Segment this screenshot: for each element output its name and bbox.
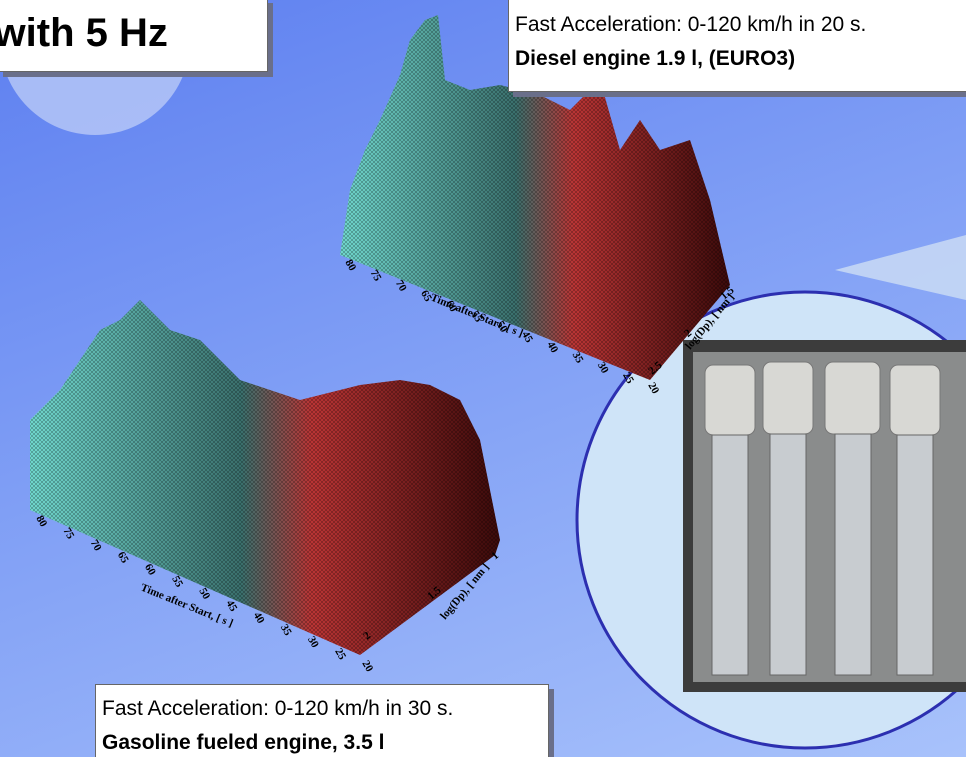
caption-line: Gasoline fueled engine, 3.5 l (102, 731, 384, 755)
title-box: n with 5 Hz (0, 0, 268, 72)
title: n with 5 Hz (0, 11, 168, 56)
caption-bottom: Fast Acceleration: 0-120 km/h in 30 s. G… (95, 684, 549, 757)
surface-bottom (30, 300, 500, 655)
time-tick-label: 20 (359, 659, 375, 675)
caption-line: Diesel engine 1.9 l, (EURO3) (515, 47, 795, 71)
caption-line: Fast Acceleration: 0-120 km/h in 20 s. (515, 13, 866, 37)
photo (683, 340, 966, 692)
slide: 807570656055504540353025202.521.5Time af… (0, 0, 966, 757)
caption-top: Fast Acceleration: 0-120 km/h in 20 s. D… (508, 0, 966, 92)
graphics: 807570656055504540353025202.521.5Time af… (0, 0, 966, 757)
callout (835, 235, 966, 300)
caption-line: Fast Acceleration: 0-120 km/h in 30 s. (102, 697, 453, 721)
